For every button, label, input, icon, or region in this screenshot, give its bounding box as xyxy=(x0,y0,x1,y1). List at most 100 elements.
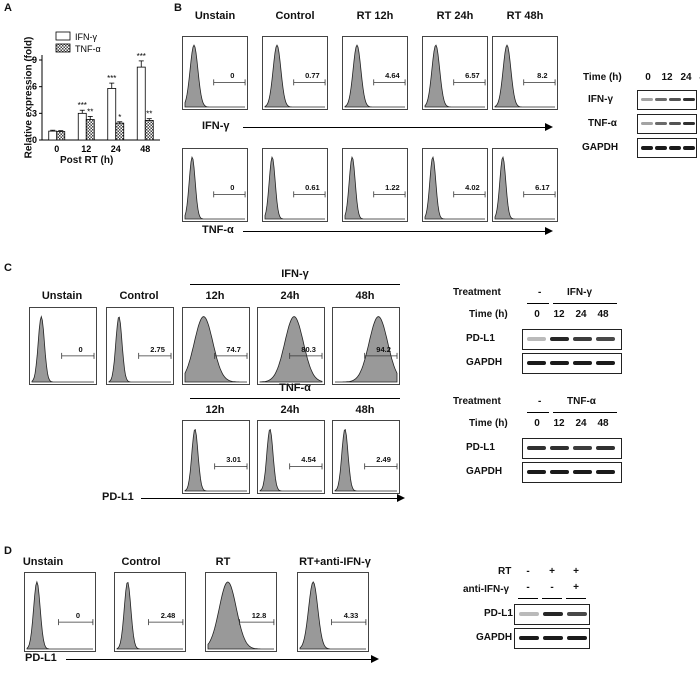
b-blot-row-label: IFN-γ xyxy=(588,94,613,105)
gate-percentage: 0.77 xyxy=(305,71,320,81)
flow-histogram: 0.61 xyxy=(262,148,328,222)
histogram-peak xyxy=(344,156,405,220)
y-tick-label: 3 xyxy=(32,108,37,118)
c-unstain-header: Unstain xyxy=(41,290,83,302)
flow-histogram: 1.22 xyxy=(342,148,408,222)
significance-marker: * xyxy=(118,113,121,122)
c-ifng-time-header: 24h xyxy=(280,290,300,302)
blot-band xyxy=(573,446,592,450)
significance-marker: ** xyxy=(146,110,152,119)
c-blot1-strip xyxy=(522,329,622,350)
b-blot-row-label: GAPDH xyxy=(582,142,619,153)
b-blot-row-label: TNF-α xyxy=(588,118,617,129)
flow-histogram: 80.3 xyxy=(257,307,325,385)
histogram-peak xyxy=(264,156,325,220)
c-pdl1-arrow xyxy=(141,498,397,499)
c-blot1-treat-line xyxy=(553,303,617,304)
c-pdl1-arrowhead xyxy=(397,494,405,502)
c-blot2-time: 12 xyxy=(553,418,565,429)
d-rt-label: RT xyxy=(498,566,512,577)
blot-band xyxy=(519,612,539,616)
histogram-peak xyxy=(494,156,555,220)
bar-ifng-0 xyxy=(48,130,58,141)
flow-histogram: 2.75 xyxy=(106,307,174,385)
gate-percentage: 1.22 xyxy=(385,183,400,193)
blot-band xyxy=(567,612,587,616)
histogram-peak xyxy=(335,316,398,383)
histogram-peak xyxy=(299,581,366,650)
b-ifng-arrow xyxy=(243,127,545,128)
blot-band xyxy=(596,446,615,450)
b-column-header: Unstain xyxy=(194,10,236,22)
panel-a-label: A xyxy=(4,2,12,14)
b-column-header: RT 12h xyxy=(356,10,394,22)
gate-percentage: 4.64 xyxy=(385,71,400,81)
blot-band xyxy=(596,470,615,474)
b-blot-time: 24 xyxy=(680,72,692,83)
histogram-peak xyxy=(184,428,247,492)
legend-swatch xyxy=(55,31,71,41)
histogram-peak xyxy=(344,44,405,108)
flow-histogram: 2.49 xyxy=(332,420,400,494)
blot-band xyxy=(596,361,615,365)
c-pdl1-axis-label: PD-L1 xyxy=(102,491,134,503)
b-tnfa-arrowhead xyxy=(545,227,553,235)
blot-band xyxy=(573,361,592,365)
histogram-peak xyxy=(264,44,325,108)
blot-band xyxy=(596,337,615,341)
b-blot-strip xyxy=(637,114,697,134)
gate-percentage: 0 xyxy=(75,611,81,621)
histogram-peak xyxy=(334,428,397,492)
blot-band xyxy=(641,122,653,125)
blot-band xyxy=(641,146,653,150)
blot-band xyxy=(655,122,667,125)
b-column-header: RT 48h xyxy=(506,10,544,22)
c-blot1-row-label: GAPDH xyxy=(466,357,503,368)
blot-band xyxy=(550,337,569,341)
b-tnfa-arrow xyxy=(243,231,545,232)
c-blot2-time: 24 xyxy=(575,418,587,429)
histogram-peak xyxy=(494,44,555,108)
d-lane-line xyxy=(518,598,538,599)
histogram-peak xyxy=(31,315,94,383)
c-blot1-treatment-label: Treatment xyxy=(453,287,501,298)
bar-tnfa-12 xyxy=(85,119,95,141)
flow-histogram: 0 xyxy=(182,36,248,110)
x-tick-label: 48 xyxy=(140,144,150,154)
gate-percentage: 4.02 xyxy=(465,183,480,193)
bar-tnfa-24 xyxy=(115,122,125,141)
x-tick-label: 12 xyxy=(81,144,91,154)
blot-band xyxy=(543,636,563,640)
histogram-peak xyxy=(424,156,485,220)
blot-band xyxy=(669,122,681,125)
c-blot1-treatment-name: IFN-γ xyxy=(567,287,592,298)
blot-band xyxy=(683,98,695,101)
histogram-peak xyxy=(259,428,322,492)
c-blot2-time: 0 xyxy=(534,418,540,429)
c-blot2-treatment-label: Treatment xyxy=(453,396,501,407)
c-blot1-treatment-dash: - xyxy=(538,287,542,298)
c-blot1-time: 12 xyxy=(553,309,565,320)
legend-label: IFN-γ xyxy=(75,32,97,42)
gate-percentage: 0 xyxy=(230,183,235,193)
b-blot-strip xyxy=(637,138,697,158)
gate-percentage: 4.54 xyxy=(301,455,316,465)
bar-tnfa-48 xyxy=(144,120,154,141)
flow-histogram: 0 xyxy=(182,148,248,222)
histogram-peak xyxy=(259,316,323,383)
gate-percentage: 8.2 xyxy=(537,71,548,81)
c-ifng-group-header: IFN-γ xyxy=(281,268,309,280)
d-rt-sign: + xyxy=(549,566,555,577)
legend-swatch xyxy=(55,43,71,53)
c-blot2-strip xyxy=(522,462,622,483)
c-blot1-time: 24 xyxy=(575,309,587,320)
panel-d-label: D xyxy=(4,545,12,557)
b-column-header: RT 24h xyxy=(436,10,474,22)
y-tick-label: 6 xyxy=(32,82,37,92)
d-anti-sign: - xyxy=(526,582,530,593)
gate-percentage: 6.57 xyxy=(465,71,480,81)
panel-c-label: C xyxy=(4,262,12,274)
flow-histogram: 4.54 xyxy=(257,420,325,494)
significance-marker: *** xyxy=(78,101,87,110)
